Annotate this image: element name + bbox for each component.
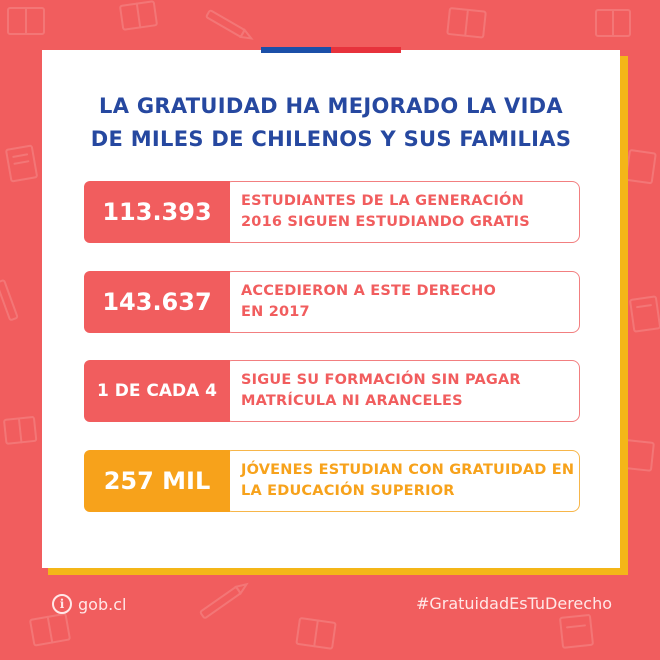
stat-value: 257 MIL	[84, 450, 230, 512]
notebook-icon	[5, 144, 38, 183]
stat-row: JÓVENES ESTUDIAN CON GRATUIDAD EN LA EDU…	[84, 450, 580, 512]
stat-value: 1 DE CADA 4	[84, 360, 230, 422]
book-icon	[7, 7, 45, 35]
stat-description: JÓVENES ESTUDIAN CON GRATUIDAD EN LA EDU…	[224, 450, 580, 512]
info-icon: i	[52, 594, 72, 614]
stat-row: SIGUE SU FORMACIÓN SIN PAGAR MATRÍCULA N…	[84, 360, 580, 422]
stat-description: ESTUDIANTES DE LA GENERACIÓN 2016 SIGUEN…	[224, 181, 580, 243]
stat-row: ESTUDIANTES DE LA GENERACIÓN 2016 SIGUEN…	[84, 181, 580, 243]
pencil-icon	[0, 279, 19, 321]
gob-cl-logo[interactable]: i gob.cl	[52, 594, 126, 614]
stat-description-line-1: ACCEDIERON A ESTE DERECHO	[241, 283, 496, 299]
book-icon	[3, 416, 38, 445]
stat-value: 113.393	[84, 181, 230, 243]
stat-description-line-2: EN 2017	[241, 304, 310, 320]
stat-description: SIGUE SU FORMACIÓN SIN PAGAR MATRÍCULA N…	[224, 360, 580, 422]
chile-flag-stripe	[261, 47, 401, 53]
notebook-icon	[629, 295, 660, 333]
stat-description-line-1: ESTUDIANTES DE LA GENERACIÓN	[241, 193, 524, 209]
title-line-1: LA GRATUIDAD HA MEJORADO LA VIDA	[99, 94, 563, 118]
notebook-icon	[559, 614, 594, 649]
stat-description-line-2: MATRÍCULA NI ARANCELES	[241, 393, 463, 409]
flag-red-segment	[331, 47, 401, 53]
hashtag: #GratuidadEsTuDerecho	[415, 594, 612, 613]
stat-row: ACCEDIERON A ESTE DERECHO EN 2017 143.63…	[84, 271, 580, 333]
flag-blue-segment	[261, 47, 331, 53]
stat-description-line-2: 2016 SIGUEN ESTUDIANDO GRATIS	[241, 214, 530, 230]
book-icon	[446, 7, 487, 39]
stat-value: 143.637	[84, 271, 230, 333]
title-line-2: DE MILES DE CHILENOS Y SUS FAMILIAS	[90, 127, 572, 151]
stat-description: ACCEDIERON A ESTE DERECHO EN 2017	[224, 271, 580, 333]
pencil-icon	[205, 9, 254, 40]
brand-text: gob.cl	[78, 594, 127, 614]
pencil-icon	[199, 582, 249, 619]
book-icon	[625, 149, 657, 185]
card-title: LA GRATUIDAD HA MEJORADO LA VIDA DE MILE…	[42, 90, 620, 156]
stat-description-line-1: JÓVENES ESTUDIAN CON GRATUIDAD EN	[241, 462, 575, 478]
stat-description-line-2: LA EDUCACIÓN SUPERIOR	[241, 483, 455, 499]
stat-description-line-1: SIGUE SU FORMACIÓN SIN PAGAR	[241, 372, 521, 388]
book-icon	[595, 9, 631, 37]
info-card: LA GRATUIDAD HA MEJORADO LA VIDA DE MILE…	[42, 47, 620, 568]
book-icon	[295, 617, 337, 650]
book-icon	[29, 613, 71, 647]
book-icon	[119, 0, 158, 31]
